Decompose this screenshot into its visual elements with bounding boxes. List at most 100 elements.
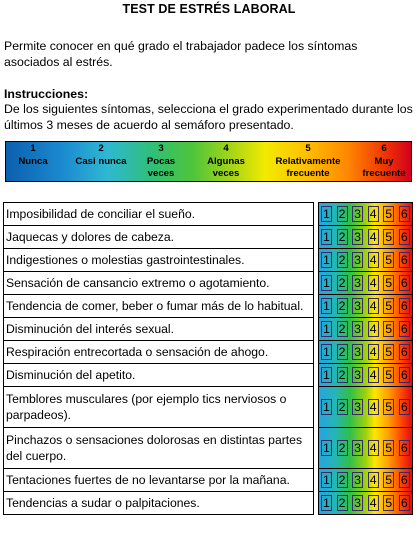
rating-option-2[interactable]: 2 xyxy=(334,428,350,468)
rating-option-5[interactable]: 5 xyxy=(381,387,397,427)
rating-option-3[interactable]: 3 xyxy=(350,341,366,363)
rating-option-5[interactable]: 5 xyxy=(381,469,397,491)
rating-option-5[interactable]: 5 xyxy=(381,226,397,248)
rating-value: 4 xyxy=(367,229,379,245)
rating-option-4[interactable]: 4 xyxy=(365,226,381,248)
rating-option-3[interactable]: 3 xyxy=(350,364,366,386)
rating-option-1[interactable]: 1 xyxy=(319,203,335,225)
rating-option-2[interactable]: 2 xyxy=(334,364,350,386)
rating-value: 3 xyxy=(352,472,364,488)
rating-option-3[interactable]: 3 xyxy=(350,469,366,491)
rating-option-6[interactable]: 6 xyxy=(396,226,412,248)
rating-value: 5 xyxy=(383,252,395,268)
rating-value: 5 xyxy=(383,298,395,314)
rating-option-4[interactable]: 4 xyxy=(365,469,381,491)
rating-option-4[interactable]: 4 xyxy=(365,295,381,317)
rating-option-4[interactable]: 4 xyxy=(365,428,381,468)
symptom-label: Tendencias a sudar o palpitaciones. xyxy=(3,491,314,515)
rating-value: 2 xyxy=(336,399,348,415)
rating-value: 1 xyxy=(320,344,332,360)
rating-option-1[interactable]: 1 xyxy=(319,226,335,248)
rating-option-1[interactable]: 1 xyxy=(319,295,335,317)
rating-option-3[interactable]: 3 xyxy=(350,492,366,514)
rating-option-4[interactable]: 4 xyxy=(365,492,381,514)
rating-option-4[interactable]: 4 xyxy=(365,318,381,340)
rating-option-4[interactable]: 4 xyxy=(365,341,381,363)
rating-value: 6 xyxy=(398,298,410,314)
rating-option-5[interactable]: 5 xyxy=(381,364,397,386)
rating-option-2[interactable]: 2 xyxy=(334,341,350,363)
rating-option-5[interactable]: 5 xyxy=(381,272,397,294)
rating-option-2[interactable]: 2 xyxy=(334,387,350,427)
rating-option-6[interactable]: 6 xyxy=(396,469,412,491)
rating-option-6[interactable]: 6 xyxy=(396,272,412,294)
rating-value: 1 xyxy=(320,252,332,268)
rating-option-2[interactable]: 2 xyxy=(334,272,350,294)
rating-value: 5 xyxy=(383,399,395,415)
scale-line2: frecuente xyxy=(286,168,330,179)
rating-option-6[interactable]: 6 xyxy=(396,249,412,271)
rating-option-6[interactable]: 6 xyxy=(396,387,412,427)
symptom-row: Sensación de cansancio extremo o agotami… xyxy=(3,271,414,295)
rating-value: 3 xyxy=(352,367,364,383)
rating-value: 3 xyxy=(352,321,364,337)
rating-option-2[interactable]: 2 xyxy=(334,318,350,340)
rating-option-6[interactable]: 6 xyxy=(396,428,412,468)
rating-option-5[interactable]: 5 xyxy=(381,318,397,340)
rating-option-2[interactable]: 2 xyxy=(334,295,350,317)
rating-option-1[interactable]: 1 xyxy=(319,272,335,294)
symptom-row: Jaquecas y dolores de cabeza. 1 2 3 4 5 6 xyxy=(3,225,414,249)
rating-option-5[interactable]: 5 xyxy=(381,249,397,271)
rating-value: 5 xyxy=(383,206,395,222)
scale-line2: veces xyxy=(212,168,240,179)
rating-option-3[interactable]: 3 xyxy=(350,295,366,317)
rating-value: 6 xyxy=(398,206,410,222)
rating-option-4[interactable]: 4 xyxy=(365,364,381,386)
rating-option-1[interactable]: 1 xyxy=(319,469,335,491)
rating-value: 1 xyxy=(320,206,332,222)
rating-option-2[interactable]: 2 xyxy=(334,249,350,271)
rating-option-4[interactable]: 4 xyxy=(365,272,381,294)
rating-option-1[interactable]: 1 xyxy=(319,364,335,386)
scale-level-1: 1 Nunca xyxy=(3,143,63,168)
rating-option-1[interactable]: 1 xyxy=(319,318,335,340)
rating-option-6[interactable]: 6 xyxy=(396,492,412,514)
symptom-label: Sensación de cansancio extremo o agotami… xyxy=(3,271,314,295)
rating-option-3[interactable]: 3 xyxy=(350,428,366,468)
rating-option-3[interactable]: 3 xyxy=(350,318,366,340)
rating-option-1[interactable]: 1 xyxy=(319,428,335,468)
rating-option-3[interactable]: 3 xyxy=(350,249,366,271)
rating-option-2[interactable]: 2 xyxy=(334,203,350,225)
rating-option-5[interactable]: 5 xyxy=(381,203,397,225)
rating-option-6[interactable]: 6 xyxy=(396,341,412,363)
rating-option-2[interactable]: 2 xyxy=(334,469,350,491)
rating-option-4[interactable]: 4 xyxy=(365,249,381,271)
rating-option-1[interactable]: 1 xyxy=(319,492,335,514)
rating-option-5[interactable]: 5 xyxy=(381,428,397,468)
rating-option-5[interactable]: 5 xyxy=(381,295,397,317)
rating-value: 1 xyxy=(320,321,332,337)
rating-option-3[interactable]: 3 xyxy=(350,226,366,248)
rating-option-4[interactable]: 4 xyxy=(365,387,381,427)
rating-option-3[interactable]: 3 xyxy=(350,272,366,294)
rating-option-5[interactable]: 5 xyxy=(381,341,397,363)
rating-option-4[interactable]: 4 xyxy=(365,203,381,225)
rating-option-1[interactable]: 1 xyxy=(319,341,335,363)
rating-option-2[interactable]: 2 xyxy=(334,226,350,248)
rating-value: 4 xyxy=(367,472,379,488)
rating-option-1[interactable]: 1 xyxy=(319,387,335,427)
rating-option-3[interactable]: 3 xyxy=(350,387,366,427)
rating-option-1[interactable]: 1 xyxy=(319,249,335,271)
rating-option-6[interactable]: 6 xyxy=(396,203,412,225)
rating-option-5[interactable]: 5 xyxy=(381,492,397,514)
rating-option-6[interactable]: 6 xyxy=(396,295,412,317)
rating-option-3[interactable]: 3 xyxy=(350,203,366,225)
rating-option-6[interactable]: 6 xyxy=(396,318,412,340)
rating-option-6[interactable]: 6 xyxy=(396,364,412,386)
rating-option-2[interactable]: 2 xyxy=(334,492,350,514)
